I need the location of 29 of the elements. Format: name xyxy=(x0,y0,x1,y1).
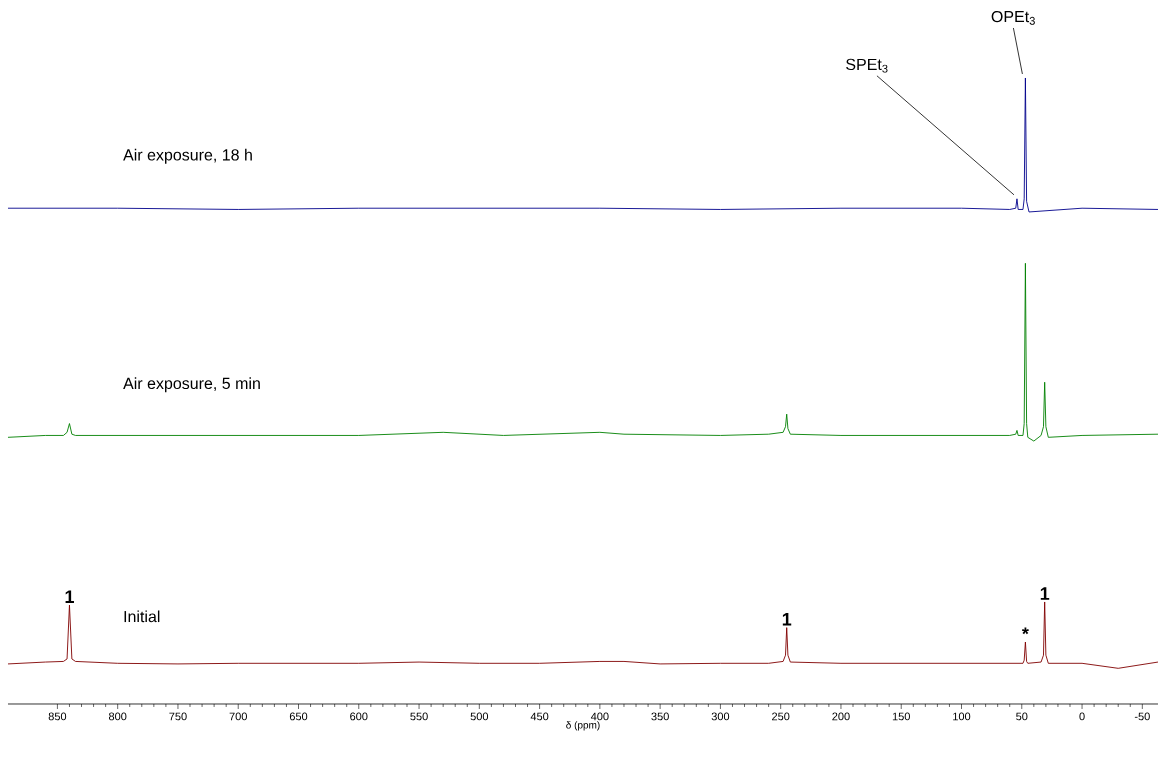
x-tick-label: 200 xyxy=(832,712,850,721)
text: Air exposure, 5 min xyxy=(123,377,260,393)
x-axis-title: δ (ppm) xyxy=(566,721,600,731)
text: Initial xyxy=(124,610,160,623)
x-tick-label: 550 xyxy=(410,712,428,721)
x-tick-label: 0 xyxy=(1079,712,1085,721)
x-tick-label: -50 xyxy=(1134,712,1150,721)
x-tick-label: 350 xyxy=(651,712,669,721)
x-tick-label: 400 xyxy=(590,712,609,721)
annotation: SPEt$_{3}$ xyxy=(846,58,888,73)
x-tick-label: 300 xyxy=(711,712,730,721)
x-tick-label: 850 xyxy=(48,712,67,721)
annotation: OPEt$_{3}$ xyxy=(991,10,1035,25)
x-tick-label: 700 xyxy=(229,712,247,721)
annotation: 1 xyxy=(65,590,74,603)
x-tick-label: 50 xyxy=(1016,712,1028,721)
x-tick-label: 750 xyxy=(169,712,187,721)
text: Air exposure, 18 h xyxy=(123,148,252,164)
x-tick-label: 500 xyxy=(470,712,489,721)
x-tick-label: 650 xyxy=(289,712,308,721)
annotation: * xyxy=(1021,627,1029,635)
x-tick-label: 450 xyxy=(530,712,549,721)
annotation: 1 xyxy=(782,613,792,626)
x-tick-label: 600 xyxy=(350,712,368,721)
x-tick-label: 800 xyxy=(108,712,127,721)
x-tick-label: 250 xyxy=(772,712,790,721)
x-tick-label: 150 xyxy=(892,712,910,721)
x-tick-label: 100 xyxy=(953,712,971,721)
annotation: 1 xyxy=(1040,587,1050,600)
